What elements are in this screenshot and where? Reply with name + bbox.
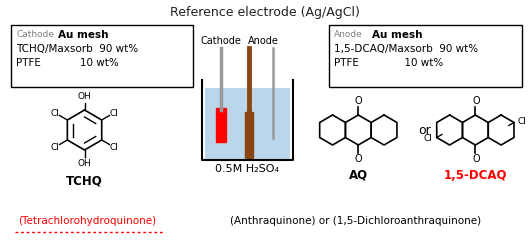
FancyBboxPatch shape bbox=[329, 25, 522, 87]
Text: Cl: Cl bbox=[51, 143, 60, 151]
Text: O: O bbox=[472, 96, 480, 106]
Text: OH: OH bbox=[78, 159, 92, 168]
Text: TCHQ: TCHQ bbox=[66, 174, 103, 187]
Text: O: O bbox=[354, 154, 362, 164]
Bar bbox=[245, 112, 253, 158]
Text: AQ: AQ bbox=[349, 169, 368, 182]
Text: Reference electrode (Ag/AgCl): Reference electrode (Ag/AgCl) bbox=[170, 6, 360, 19]
Text: Anode: Anode bbox=[333, 30, 362, 39]
Text: Cl: Cl bbox=[110, 143, 118, 151]
Text: PTFE              10 wt%: PTFE 10 wt% bbox=[333, 58, 443, 68]
Text: 1,5-DCAQ: 1,5-DCAQ bbox=[444, 169, 507, 182]
Text: OH: OH bbox=[78, 92, 92, 101]
Text: Cl: Cl bbox=[424, 134, 433, 143]
Text: O: O bbox=[354, 96, 362, 106]
Text: O: O bbox=[472, 154, 480, 164]
Text: (Tetrachlorohydroquinone): (Tetrachlorohydroquinone) bbox=[19, 216, 157, 226]
Text: Au mesh: Au mesh bbox=[372, 30, 423, 40]
Text: Au mesh: Au mesh bbox=[58, 30, 108, 40]
Bar bbox=[216, 108, 226, 142]
Text: Cl: Cl bbox=[110, 108, 118, 118]
Text: Anode: Anode bbox=[248, 36, 278, 46]
Text: PTFE            10 wt%: PTFE 10 wt% bbox=[16, 58, 119, 68]
Text: Cathode: Cathode bbox=[201, 36, 242, 46]
Text: Cathode: Cathode bbox=[16, 30, 54, 39]
Text: 1,5-DCAQ/Maxsorb  90 wt%: 1,5-DCAQ/Maxsorb 90 wt% bbox=[333, 44, 478, 54]
Text: Cl: Cl bbox=[518, 117, 527, 126]
Text: TCHQ/Maxsorb  90 wt%: TCHQ/Maxsorb 90 wt% bbox=[16, 44, 138, 54]
Text: Cl: Cl bbox=[51, 108, 60, 118]
FancyBboxPatch shape bbox=[11, 25, 193, 87]
Text: or: or bbox=[418, 123, 431, 136]
Bar bbox=[205, 88, 290, 160]
Text: 0.5M H₂SO₄: 0.5M H₂SO₄ bbox=[215, 164, 279, 174]
Text: (Anthraquinone) or (1,5-Dichloroanthraquinone): (Anthraquinone) or (1,5-Dichloroanthraqu… bbox=[230, 216, 481, 226]
